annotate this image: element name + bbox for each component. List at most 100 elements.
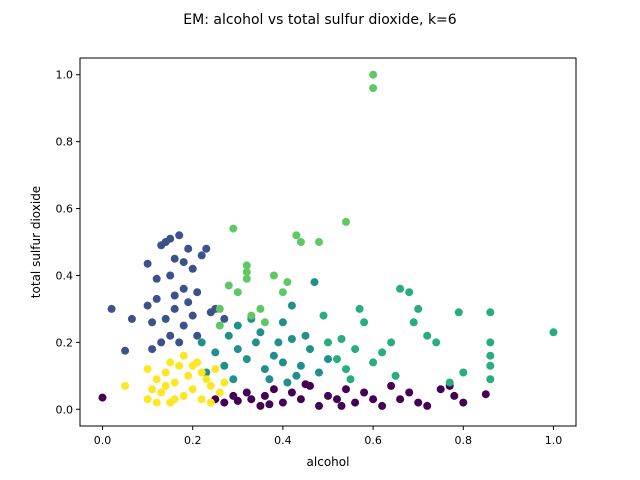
y-tick-label: 0.8 (56, 136, 74, 149)
data-point-cluster-3 (486, 361, 495, 370)
data-point-cluster-5 (206, 398, 215, 407)
data-point-cluster-1 (179, 258, 188, 267)
data-point-cluster-5 (184, 371, 193, 380)
data-point-cluster-3 (369, 358, 378, 367)
data-point-cluster-0 (315, 401, 323, 410)
data-point-cluster-3 (414, 304, 423, 313)
data-point-cluster-3 (319, 311, 328, 320)
data-point-cluster-3 (342, 365, 350, 374)
data-point-cluster-0 (387, 381, 396, 390)
data-point-cluster-5 (143, 395, 152, 404)
data-point-cluster-1 (170, 254, 179, 263)
data-point-cluster-1 (152, 274, 161, 283)
chart-title: EM: alcohol vs total sulfur dioxide, k=6 (183, 12, 456, 28)
data-point-cluster-4 (283, 278, 292, 287)
data-point-cluster-2 (233, 321, 242, 330)
data-point-cluster-1 (170, 304, 179, 313)
y-tick-label: 1.0 (56, 69, 74, 82)
data-point-cluster-0 (369, 395, 378, 404)
data-point-cluster-5 (157, 388, 166, 397)
x-tick-label: 0.6 (364, 434, 382, 447)
data-point-cluster-1 (107, 304, 116, 313)
y-tick-label: 0.4 (56, 269, 74, 282)
y-axis: 0.0 0.2 0.4 0.6 0.8 1.0 (56, 69, 80, 416)
data-point-cluster-1 (143, 259, 152, 268)
data-point-cluster-0 (360, 388, 369, 397)
data-point-cluster-3 (391, 371, 400, 380)
plot-frame (79, 57, 577, 427)
data-point-cluster-0 (301, 380, 310, 389)
data-point-cluster-5 (211, 365, 220, 374)
data-point-cluster-3 (396, 284, 405, 293)
data-point-cluster-5 (197, 368, 206, 377)
data-point-cluster-2 (220, 361, 229, 370)
data-point-cluster-5 (215, 388, 224, 397)
data-point-cluster-1 (179, 321, 188, 330)
data-point-cluster-2 (278, 318, 287, 327)
data-point-cluster-1 (170, 291, 179, 300)
data-point-cluster-0 (342, 385, 350, 394)
data-point-cluster-0 (450, 391, 459, 400)
data-point-cluster-4 (215, 304, 224, 313)
data-point-cluster-1 (220, 314, 229, 323)
data-point-cluster-4 (229, 224, 238, 233)
data-point-cluster-3 (378, 348, 387, 357)
data-point-cluster-3 (337, 335, 346, 343)
data-point-cluster-1 (121, 346, 130, 355)
y-tick-label: 0.2 (56, 336, 74, 349)
data-point-cluster-4 (260, 318, 269, 327)
data-point-cluster-3 (432, 338, 441, 347)
data-point-cluster-0 (260, 391, 269, 400)
data-point-cluster-1 (184, 244, 193, 253)
data-point-cluster-2 (224, 331, 233, 340)
data-point-cluster-0 (351, 398, 360, 407)
data-point-cluster-2 (256, 328, 265, 337)
data-point-cluster-0 (247, 395, 256, 404)
data-point-cluster-0 (256, 401, 265, 410)
data-point-cluster-3 (486, 375, 495, 384)
data-point-cluster-2 (229, 375, 238, 384)
data-point-cluster-1 (166, 331, 175, 340)
data-point-cluster-4 (224, 281, 233, 290)
data-point-cluster-4 (242, 274, 251, 283)
data-point-cluster-2 (283, 378, 292, 387)
data-point-cluster-5 (179, 351, 188, 360)
data-point-cluster-0 (481, 390, 490, 399)
data-point-cluster-0 (396, 395, 405, 404)
data-point-cluster-5 (161, 368, 170, 377)
data-point-cluster-0 (269, 385, 278, 394)
data-point-cluster-4 (256, 304, 265, 313)
data-point-cluster-5 (179, 391, 188, 400)
data-point-cluster-0 (337, 401, 346, 410)
data-point-cluster-1 (143, 301, 152, 310)
data-point-cluster-1 (188, 311, 197, 320)
data-point-cluster-4 (296, 238, 305, 246)
data-point-cluster-2 (197, 338, 206, 347)
y-axis-label: total sulfur dioxide (29, 186, 43, 298)
data-point-cluster-0 (333, 395, 341, 404)
data-point-cluster-2 (265, 375, 274, 384)
data-point-cluster-0 (378, 401, 387, 410)
x-tick-label: 1.0 (545, 434, 563, 447)
data-point-cluster-0 (405, 388, 414, 397)
data-point-cluster-3 (459, 368, 468, 377)
data-point-cluster-5 (166, 358, 175, 367)
data-point-cluster-1 (161, 314, 170, 323)
data-point-cluster-1 (179, 284, 188, 293)
data-point-cluster-2 (251, 338, 260, 347)
data-point-cluster-2 (315, 368, 323, 377)
data-point-cluster-4 (247, 311, 256, 320)
data-point-cluster-0 (296, 395, 305, 404)
data-point-cluster-0 (98, 393, 107, 402)
data-point-cluster-1 (175, 231, 184, 240)
data-point-cluster-2 (233, 345, 242, 354)
data-point-cluster-0 (423, 401, 432, 410)
data-point-cluster-4 (369, 70, 378, 79)
y-tick-label: 0.6 (56, 203, 74, 216)
data-point-cluster-1 (193, 288, 202, 297)
data-point-cluster-5 (188, 361, 197, 370)
data-point-cluster-0 (459, 398, 468, 407)
data-point-cluster-1 (193, 331, 202, 340)
data-point-cluster-4 (269, 271, 278, 280)
data-point-cluster-5 (152, 398, 161, 407)
